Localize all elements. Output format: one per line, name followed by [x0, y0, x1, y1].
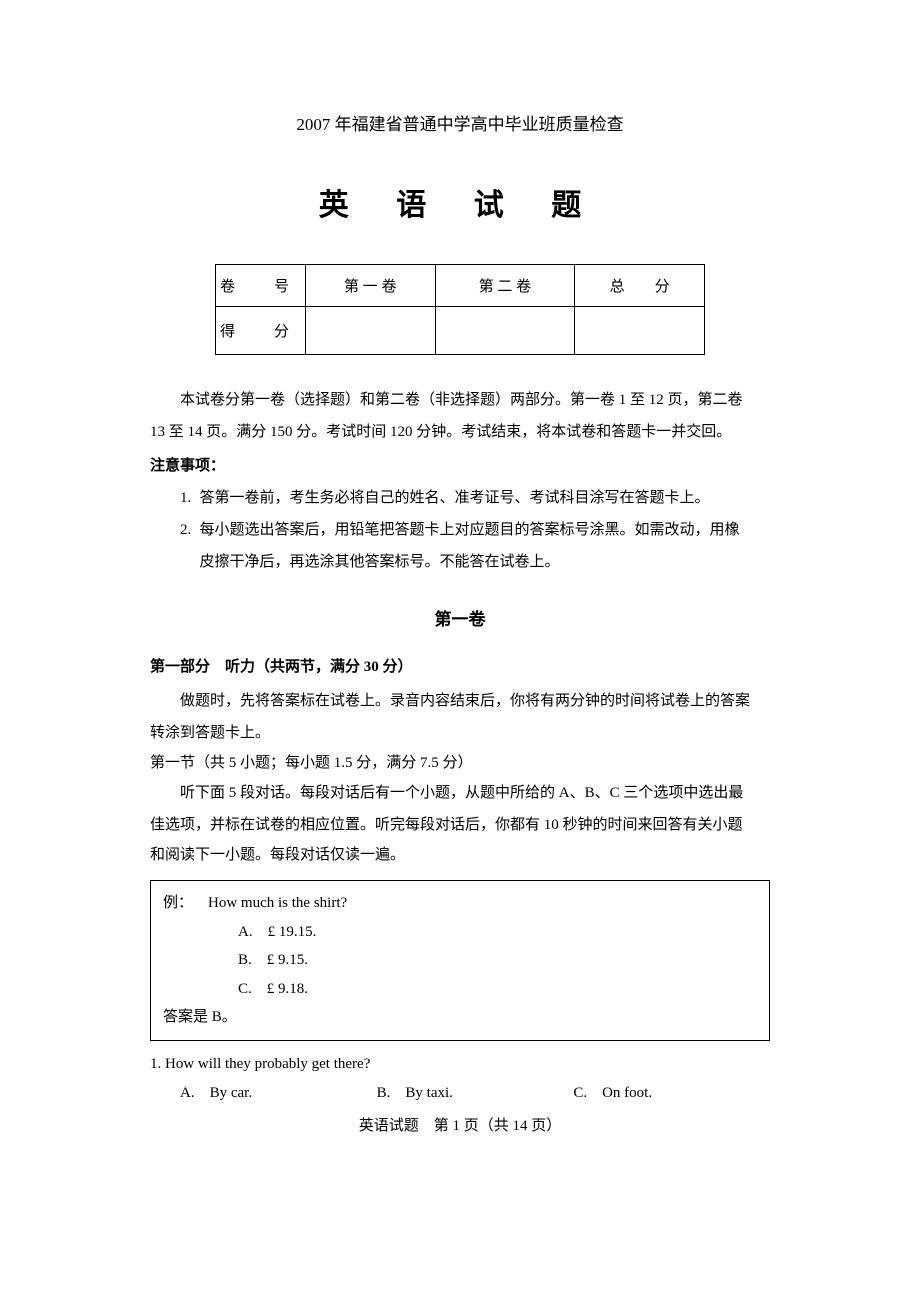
example-label: 例：	[163, 889, 208, 918]
q1-opt-b: B. By taxi.	[377, 1081, 574, 1102]
table-score-label: 得 分	[216, 307, 306, 355]
notice-item-2b: 皮擦干净后，再选涂其他答案标号。不能答在试卷上。	[150, 547, 770, 577]
part1-p2b: 佳选项，并标在试卷的相应位置。听完每段对话后，你都有 10 秒钟的时间来回答有关…	[150, 810, 770, 840]
part1-p2: 听下面 5 段对话。每段对话后有一个小题，从题中所给的 A、B、C 三个选项中选…	[150, 778, 770, 808]
section-1-title: 第一卷	[150, 605, 770, 630]
example-opt-a: A. £ 19.15.	[163, 918, 757, 947]
q1-opt-c: C. On foot.	[573, 1081, 770, 1102]
example-box: 例： How much is the shirt? A. £ 19.15. B.…	[150, 880, 770, 1041]
notice-item-2a: 2.每小题选出答案后，用铅笔把答题卡上对应题目的答案标号涂黑。如需改动，用橡	[150, 515, 770, 545]
part1-p2c: 和阅读下一小题。每段对话仅读一遍。	[150, 840, 770, 870]
score-table: 卷 号 第 一 卷 第 二 卷 总分 得 分	[215, 264, 705, 355]
table-header-total: 总分	[575, 265, 705, 307]
question-1: 1. How will they probably get there?	[150, 1056, 770, 1073]
q1-opt-a: A. By car.	[180, 1081, 377, 1102]
page-footer: 英语试题 第 1 页（共 14 页）	[150, 1114, 770, 1135]
example-answer: 答案是 B。	[163, 1003, 757, 1032]
part1-sub1: 第一节（共 5 小题；每小题 1.5 分，满分 7.5 分）	[150, 748, 770, 778]
intro-block: 本试卷分第一卷（选择题）和第二卷（非选择题）两部分。第一卷 1 至 12 页，第…	[150, 385, 770, 577]
part1-p1: 做题时，先将答案标在试卷上。录音内容结束后，你将有两分钟的时间将试卷上的答案	[150, 686, 770, 716]
table-header-juanhao: 卷 号	[216, 265, 306, 307]
example-question: How much is the shirt?	[208, 889, 757, 918]
table-score-1	[305, 307, 435, 355]
table-score-2	[435, 307, 575, 355]
exam-title: 英 语 试 题	[150, 180, 770, 224]
intro-p1b: 13 至 14 页。满分 150 分。考试时间 120 分钟。考试结束，将本试卷…	[150, 417, 770, 447]
table-header-juan2: 第 二 卷	[435, 265, 575, 307]
part1-p1b: 转涂到答题卡上。	[150, 718, 770, 748]
part1-block: 第一部分 听力（共两节，满分 30 分） 做题时，先将答案标在试卷上。录音内容结…	[150, 652, 770, 870]
example-opt-b: B. £ 9.15.	[163, 946, 757, 975]
table-header-juan1: 第 一 卷	[305, 265, 435, 307]
notice-title: 注意事项：	[150, 451, 770, 481]
intro-p1: 本试卷分第一卷（选择题）和第二卷（非选择题）两部分。第一卷 1 至 12 页，第…	[150, 385, 770, 415]
exam-header: 2007 年福建省普通中学高中毕业班质量检查	[150, 110, 770, 135]
notice-item-1: 1.答第一卷前，考生务必将自己的姓名、准考证号、考试科目涂写在答题卡上。	[150, 483, 770, 513]
example-opt-c: C. £ 9.18.	[163, 975, 757, 1004]
notice-item-1-text: 答第一卷前，考生务必将自己的姓名、准考证号、考试科目涂写在答题卡上。	[200, 490, 710, 506]
question-1-options: A. By car. B. By taxi. C. On foot.	[150, 1081, 770, 1102]
notice-item-2a-text: 每小题选出答案后，用铅笔把答题卡上对应题目的答案标号涂黑。如需改动，用橡	[200, 522, 740, 538]
table-score-total	[575, 307, 705, 355]
part1-header: 第一部分 听力（共两节，满分 30 分）	[150, 652, 770, 682]
